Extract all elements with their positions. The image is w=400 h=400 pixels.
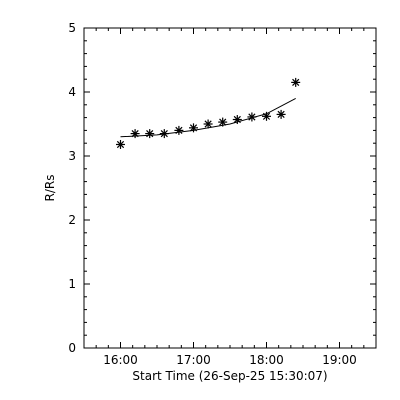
data-point-marker: [247, 112, 257, 122]
plot-frame: [83, 27, 377, 349]
y-tick-label: 4: [68, 85, 76, 99]
x-tick-label: 18:00: [249, 353, 284, 367]
data-point-marker: [276, 109, 286, 119]
y-tick-label: 3: [68, 149, 76, 163]
y-tick-label: 0: [68, 341, 76, 355]
data-point-marker: [116, 139, 125, 149]
data-point-marker: [159, 129, 169, 139]
x-tick-label: 17:00: [176, 353, 211, 367]
data-point-marker: [262, 111, 271, 121]
data-point-marker: [145, 129, 155, 139]
x-axis-title: Start Time (26-Sep-25 15:30:07): [132, 369, 327, 383]
data-point-marker: [232, 115, 242, 125]
data-point-marker: [203, 119, 213, 129]
data-point-marker: [174, 125, 184, 135]
ticks-layer: [83, 27, 377, 349]
data-point-marker: [218, 117, 228, 127]
y-tick-label: 1: [68, 277, 76, 291]
data-point-marker: [291, 77, 301, 87]
data-point-marker: [189, 123, 198, 133]
y-tick-label: 2: [68, 213, 76, 227]
x-tick-label: 16:00: [103, 353, 138, 367]
y-tick-label: 5: [68, 21, 76, 35]
data-point-marker: [130, 129, 140, 139]
x-tick-label: 19:00: [322, 353, 357, 367]
tick-labels-layer: 16:00 17:00 18:00 19:00 0 1 2 3 4 5: [68, 21, 356, 367]
y-axis-title: R/Rs: [43, 175, 57, 202]
markers-layer: [116, 77, 301, 149]
